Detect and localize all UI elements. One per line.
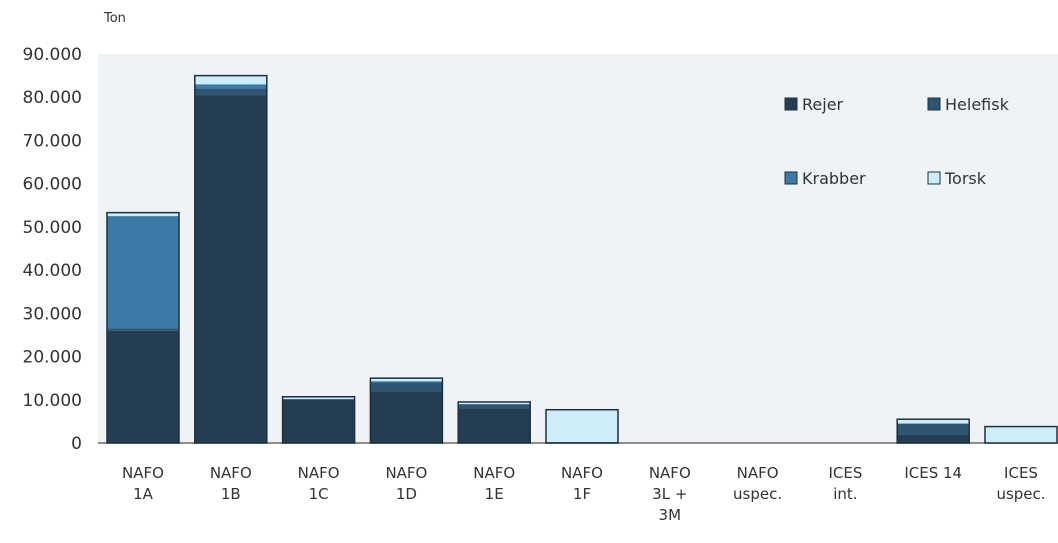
x-axis: NAFO 1A NAFO 1B NAFO 1C NAFO 1D NAFO 1E NAFO 1F NAFO… xyxy=(122,464,1046,524)
bar-segment-helefisk xyxy=(194,88,267,96)
bar-segment-rejer xyxy=(458,408,531,443)
y-tick-label: 40.000 xyxy=(23,261,82,281)
bar-segment-rejer xyxy=(194,95,267,444)
y-tick-label: 10.000 xyxy=(23,391,82,411)
bar-segment-rejer xyxy=(370,391,443,443)
legend: Rejer Helefisk Krabber Torsk xyxy=(784,95,1010,188)
y-tick-label: 50.000 xyxy=(23,218,82,238)
bar-segment-torsk xyxy=(897,419,970,424)
bar-outline xyxy=(106,211,180,444)
bar-segment-rejer xyxy=(897,434,970,443)
bar-segment-helefisk xyxy=(107,328,179,331)
bar-stack xyxy=(984,425,1058,444)
x-tick-label: ICES uspec. xyxy=(996,464,1045,503)
bar-stack xyxy=(369,377,444,444)
legend-label: Rejer xyxy=(802,95,844,114)
x-tick-label: ICES 14 xyxy=(904,464,962,482)
bar-segment-krabber xyxy=(107,216,179,329)
legend-label: Helefisk xyxy=(945,95,1010,114)
x-tick-label: NAFO 1B xyxy=(210,464,252,503)
bar-segment-rejer xyxy=(107,330,179,443)
bar-segment-rejer xyxy=(282,399,355,443)
y-tick-label: 0 xyxy=(71,434,82,454)
x-tick-label: ICES int. xyxy=(828,464,862,503)
x-tick-label: NAFO 1C xyxy=(298,464,340,503)
bar-outline xyxy=(896,418,970,444)
y-tick-label: 80.000 xyxy=(23,88,82,108)
bar-outline xyxy=(281,396,356,444)
bar-segment-helefisk xyxy=(458,404,531,409)
legend-label: Krabber xyxy=(802,169,866,188)
bar-series-group xyxy=(106,74,1058,444)
y-axis: 0 10.000 20.000 30.000 40.000 50.000 60.000 70.… xyxy=(23,45,1058,454)
legend-swatch xyxy=(784,171,798,185)
bar-stack xyxy=(457,401,531,444)
bar-segment-torsk xyxy=(194,75,267,85)
bar-segment-helefisk xyxy=(282,398,355,400)
bar-segment-helefisk xyxy=(897,423,970,435)
y-tick-label: 30.000 xyxy=(23,304,82,324)
bar-outline xyxy=(457,401,531,444)
bar-segment-torsk xyxy=(107,212,179,217)
legend-swatch xyxy=(927,171,941,185)
bar-segment-torsk xyxy=(282,396,355,399)
bar-segment-helefisk xyxy=(370,382,443,392)
legend-item: Torsk xyxy=(927,169,987,188)
bar-segment-krabber xyxy=(370,381,443,383)
bar-segment-torsk xyxy=(546,409,618,443)
bar-outline xyxy=(545,408,619,444)
x-tick-label: NAFO 1A xyxy=(122,464,164,503)
legend-swatch xyxy=(784,97,798,111)
bar-stack xyxy=(281,396,356,444)
bar-stack xyxy=(106,211,180,444)
y-tick-label: 20.000 xyxy=(23,348,82,368)
bar-outline xyxy=(194,74,268,444)
legend-item: Helefisk xyxy=(927,95,1010,114)
bar-segment-torsk xyxy=(370,378,443,382)
bar-outline xyxy=(369,377,444,444)
x-tick-label: NAFO 3L +3M xyxy=(649,464,691,524)
x-tick-label: NAFO 1E xyxy=(473,464,515,503)
bar-segment-torsk xyxy=(458,401,531,405)
y-tick-label: 90.000 xyxy=(23,45,82,65)
legend-item: Rejer xyxy=(784,95,844,114)
x-tick-label: NAFO 1F xyxy=(561,464,603,503)
bar-stack xyxy=(194,74,268,444)
legend-swatch xyxy=(927,97,941,111)
bar-segment-krabber xyxy=(194,84,267,89)
legend-label: Torsk xyxy=(944,169,987,188)
y-tick-label: 60.000 xyxy=(23,175,82,195)
bar-stack xyxy=(545,408,619,444)
bar-stack xyxy=(896,418,970,444)
bar-segment-torsk xyxy=(985,426,1057,443)
x-tick-label: NAFO 1D xyxy=(385,464,427,503)
x-tick-label: NAFO uspec. xyxy=(733,464,782,503)
legend-item: Krabber xyxy=(784,169,866,188)
y-tick-label: 70.000 xyxy=(23,131,82,151)
bar-outline xyxy=(984,425,1058,444)
y-axis-unit-label: Ton xyxy=(103,11,126,26)
